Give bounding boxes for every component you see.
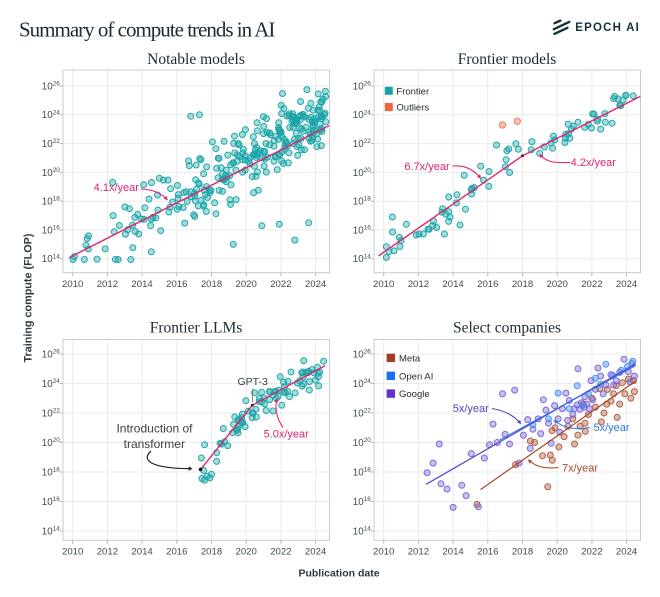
svg-text:1016: 1016 — [353, 225, 371, 237]
svg-text:4.2x/year: 4.2x/year — [571, 157, 617, 169]
svg-text:1022: 1022 — [42, 138, 60, 150]
svg-text:7x/year: 7x/year — [562, 463, 598, 475]
svg-text:1018: 1018 — [353, 467, 371, 479]
svg-text:Open AI: Open AI — [399, 371, 433, 382]
svg-text:1020: 1020 — [353, 437, 371, 449]
svg-text:Frontier LLMs: Frontier LLMs — [150, 320, 243, 337]
svg-text:1026: 1026 — [353, 81, 371, 93]
svg-text:2022: 2022 — [270, 279, 291, 290]
svg-text:2012: 2012 — [408, 547, 429, 558]
svg-text:Summary of compute trends in A: Summary of compute trends in AI — [19, 18, 275, 42]
svg-text:2024: 2024 — [305, 279, 327, 290]
svg-text:2010: 2010 — [62, 279, 83, 290]
svg-text:EPOCH AI: EPOCH AI — [575, 22, 640, 34]
svg-text:Frontier: Frontier — [396, 86, 429, 97]
svg-text:Outliers: Outliers — [396, 103, 429, 114]
svg-text:2016: 2016 — [166, 547, 187, 558]
svg-text:1016: 1016 — [42, 225, 60, 237]
svg-text:2010: 2010 — [373, 547, 394, 558]
svg-text:2022: 2022 — [581, 547, 602, 558]
svg-text:6.7x/year: 6.7x/year — [404, 161, 450, 173]
svg-text:2016: 2016 — [166, 279, 187, 290]
svg-text:1018: 1018 — [353, 196, 371, 208]
svg-text:Google: Google — [399, 389, 430, 400]
svg-text:2014: 2014 — [442, 279, 464, 290]
svg-text:1022: 1022 — [353, 138, 371, 150]
svg-text:2018: 2018 — [512, 279, 533, 290]
svg-text:1024: 1024 — [42, 109, 60, 121]
svg-text:2020: 2020 — [547, 547, 568, 558]
svg-text:2018: 2018 — [201, 279, 222, 290]
svg-text:2024: 2024 — [305, 547, 327, 558]
svg-text:Select companies: Select companies — [453, 320, 561, 337]
svg-text:1026: 1026 — [353, 349, 371, 361]
svg-text:1016: 1016 — [42, 496, 60, 508]
svg-text:2010: 2010 — [62, 547, 83, 558]
svg-text:Notable models: Notable models — [147, 51, 245, 68]
svg-text:2024: 2024 — [616, 279, 638, 290]
svg-text:2018: 2018 — [512, 547, 533, 558]
svg-text:1014: 1014 — [353, 253, 371, 265]
svg-text:1020: 1020 — [42, 167, 60, 179]
svg-text:GPT-3: GPT-3 — [238, 376, 269, 388]
svg-text:2012: 2012 — [97, 279, 118, 290]
svg-text:1020: 1020 — [353, 167, 371, 179]
svg-text:5.0x/year: 5.0x/year — [264, 429, 310, 441]
svg-text:Training compute (FLOP): Training compute (FLOP) — [23, 233, 35, 362]
svg-text:2012: 2012 — [97, 547, 118, 558]
svg-text:Introduction of: Introduction of — [116, 422, 193, 436]
svg-text:2014: 2014 — [131, 279, 153, 290]
svg-text:1026: 1026 — [42, 349, 60, 361]
svg-text:2022: 2022 — [581, 279, 602, 290]
svg-text:1024: 1024 — [353, 378, 371, 390]
svg-text:1014: 1014 — [42, 253, 60, 265]
svg-text:2012: 2012 — [408, 279, 429, 290]
svg-text:Meta: Meta — [399, 354, 421, 365]
svg-text:2020: 2020 — [236, 279, 257, 290]
svg-text:2018: 2018 — [201, 547, 222, 558]
svg-text:5x/year: 5x/year — [593, 422, 629, 434]
svg-text:2020: 2020 — [547, 279, 568, 290]
svg-text:transformer: transformer — [124, 437, 185, 451]
svg-text:2014: 2014 — [131, 547, 153, 558]
svg-text:2022: 2022 — [270, 547, 291, 558]
svg-text:2024: 2024 — [616, 547, 638, 558]
svg-text:1024: 1024 — [353, 109, 371, 121]
svg-text:1022: 1022 — [353, 408, 371, 420]
svg-text:2016: 2016 — [477, 547, 498, 558]
svg-text:2010: 2010 — [373, 279, 394, 290]
svg-text:1026: 1026 — [42, 81, 60, 93]
svg-text:1014: 1014 — [353, 526, 371, 538]
svg-text:Frontier models: Frontier models — [458, 51, 557, 68]
svg-text:1016: 1016 — [353, 496, 371, 508]
svg-text:1018: 1018 — [42, 467, 60, 479]
svg-text:5x/year: 5x/year — [453, 403, 489, 415]
svg-text:2020: 2020 — [236, 547, 257, 558]
svg-text:2016: 2016 — [477, 279, 498, 290]
svg-text:1014: 1014 — [42, 526, 60, 538]
svg-text:1020: 1020 — [42, 437, 60, 449]
svg-text:1018: 1018 — [42, 196, 60, 208]
svg-text:2014: 2014 — [442, 547, 464, 558]
svg-text:1024: 1024 — [42, 378, 60, 390]
svg-text:1022: 1022 — [42, 408, 60, 420]
svg-text:Publication date: Publication date — [298, 568, 379, 580]
svg-text:4.1x/year: 4.1x/year — [94, 182, 140, 194]
